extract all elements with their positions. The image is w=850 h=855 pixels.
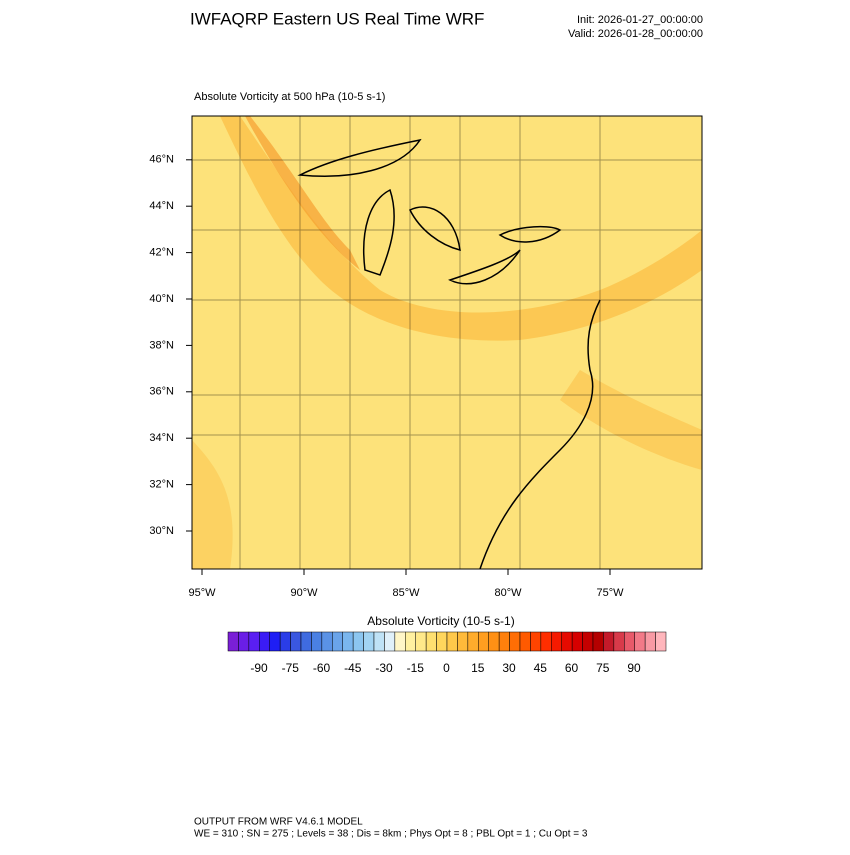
footer-line: WE = 310 ; SN = 275 ; Levels = 38 ; Dis … [194, 829, 588, 840]
lat-label: 38°N [149, 339, 174, 351]
color-box [405, 631, 416, 652]
lat-label: 40°N [149, 293, 174, 305]
color-box [592, 631, 604, 652]
lat-label: 36°N [149, 386, 174, 398]
colorbar-tick-label: 60 [565, 661, 579, 675]
color-box [384, 631, 396, 652]
color-box [290, 631, 302, 652]
color-box [269, 631, 281, 652]
color-box [624, 631, 635, 652]
lat-label: 34°N [149, 432, 174, 444]
color-box [551, 631, 562, 652]
colorbar-tick-label: -60 [313, 661, 331, 675]
color-box [332, 631, 343, 652]
color-box [363, 631, 375, 652]
color-box [311, 631, 323, 652]
lon-label: 75°W [596, 587, 624, 599]
color-box [352, 631, 364, 652]
color-box [582, 631, 594, 652]
lon-label: 95°W [188, 587, 216, 599]
colorbar-tick-label: 15 [471, 661, 485, 675]
colorbar-tick-label: 45 [534, 661, 548, 675]
init: Init: 2026-01-27_00:00:00 [577, 14, 703, 26]
color-box [457, 631, 469, 652]
color-box [488, 631, 500, 652]
colorbar-tick-label: 75 [596, 661, 610, 675]
color-box [227, 631, 239, 652]
color-box [446, 631, 458, 652]
color-box [342, 631, 354, 652]
color-box [519, 631, 531, 652]
colorbar: -90 -75 -60 -45 -30 -15 0 15 30 45 60 75 90 [227, 631, 667, 675]
color-box [655, 631, 667, 652]
color-box [394, 631, 406, 652]
lat-label: 42°N [149, 247, 174, 259]
title: IWFAQRP Eastern US Real Time WRF [190, 9, 484, 28]
colorbar-tick-label: 30 [502, 661, 516, 675]
color-box [436, 631, 448, 652]
lat-labels: 30°N 32°N 34°N 36°N 38°N 40°N 42°N 44°N 46°N [149, 154, 192, 537]
color-box [373, 631, 385, 652]
color-box [530, 631, 542, 652]
color-box [603, 631, 615, 652]
colorbar-tick-label: 0 [443, 661, 450, 675]
colorbar-tick-label: -15 [407, 661, 425, 675]
colorbar-tick-label: -45 [344, 661, 362, 675]
lat-label: 46°N [149, 154, 174, 166]
color-box [259, 631, 270, 652]
color-box [571, 631, 583, 652]
color-box [540, 631, 552, 652]
map [191, 115, 703, 570]
color-box [238, 631, 250, 652]
color-box [613, 631, 625, 652]
map-title: Absolute Vorticity at 500 hPa (10-5 s-1) [194, 91, 385, 103]
colorbar-tick-label: -75 [282, 661, 300, 675]
color-box [478, 631, 489, 652]
lon-label: 85°W [392, 587, 420, 599]
colorbar-tick-label: -30 [375, 661, 393, 675]
color-box [300, 631, 312, 652]
valid: Valid: 2026-01-28_00:00:00 [568, 28, 703, 40]
color-box [415, 631, 427, 652]
color-box [279, 631, 291, 652]
color-box [498, 631, 510, 652]
color-box [561, 631, 573, 652]
footer-line: OUTPUT FROM WRF V4.6.1 MODEL [194, 817, 363, 828]
colorbar-title: Absolute Vorticity (10-5 s-1) [367, 614, 514, 628]
lat-label: 32°N [149, 479, 174, 491]
color-box [321, 631, 333, 652]
color-box [644, 631, 656, 652]
color-box [425, 631, 437, 652]
lon-label: 80°W [494, 587, 522, 599]
color-box [248, 631, 260, 652]
lon-label: 90°W [290, 587, 318, 599]
colorbar-tick-label: -90 [250, 661, 268, 675]
lat-label: 44°N [149, 200, 174, 212]
colorbar-tick-label: 90 [627, 661, 641, 675]
color-box [509, 631, 521, 652]
lon-labels: 95°W 90°W 85°W 80°W 75°W [188, 569, 624, 599]
color-box [634, 631, 646, 652]
lat-label: 30°N [149, 525, 174, 537]
color-box [467, 631, 479, 652]
